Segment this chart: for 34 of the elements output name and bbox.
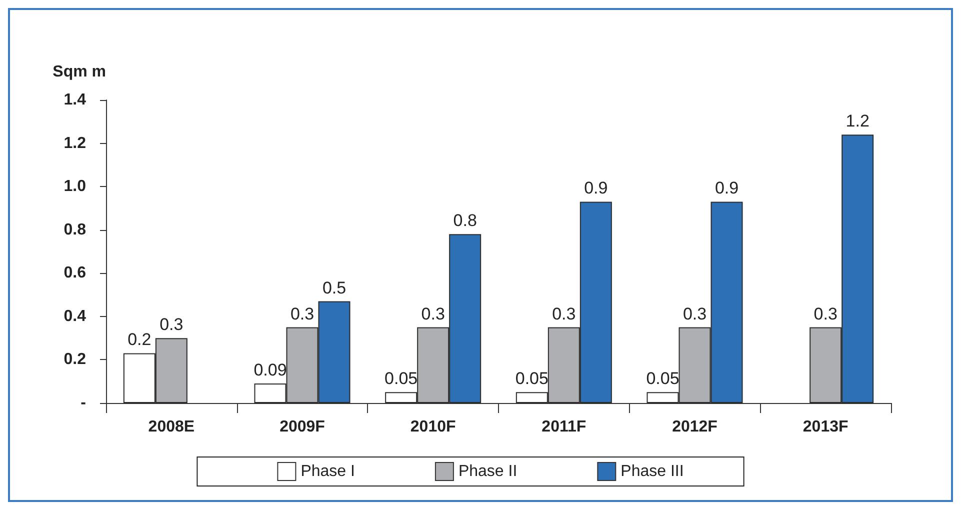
data-label: 0.3 [160,315,184,334]
x-tick-label: 2010F [410,418,456,436]
x-tick-label: 2012F [672,418,718,436]
y-tick-label: 1.0 [64,178,86,196]
legend-label: Phase III [620,463,684,480]
data-label: 0.3 [814,304,838,324]
data-label: 0.05 [515,369,548,388]
legend-label: Phase I [300,463,355,480]
data-label: 0.3 [421,304,445,324]
x-tick-label: 2013F [802,418,848,436]
data-label: 0.3 [552,304,576,324]
data-label: 0.2 [128,330,152,350]
data-label: 0.09 [254,360,287,380]
y-axis-title: Sqm m [52,64,106,80]
data-label: 0.9 [714,178,739,198]
y-tick-label: - [80,394,86,412]
data-label: 0.9 [584,178,608,198]
data-label: 0.8 [453,211,477,230]
y-tick-label: 0.8 [64,221,86,238]
x-tick-label: 2009F [280,418,326,436]
data-label: 0.3 [682,304,707,324]
legend-label: Phase II [458,463,518,480]
y-tick-label: 0.4 [64,308,86,325]
y-tick-label: 1.4 [64,92,86,108]
data-label: 0.5 [322,278,346,298]
y-tick-label: 0.2 [64,351,86,368]
data-label: 0.05 [384,369,418,388]
data-label: 0.3 [290,304,314,324]
y-tick-label: 0.6 [64,264,86,282]
x-tick-label: 2011F [542,418,586,436]
x-tick-label: 2008E [148,418,195,436]
data-label: 1.2 [846,112,870,131]
data-label: 0.05 [646,369,680,388]
y-tick-label: 1.2 [64,134,86,152]
